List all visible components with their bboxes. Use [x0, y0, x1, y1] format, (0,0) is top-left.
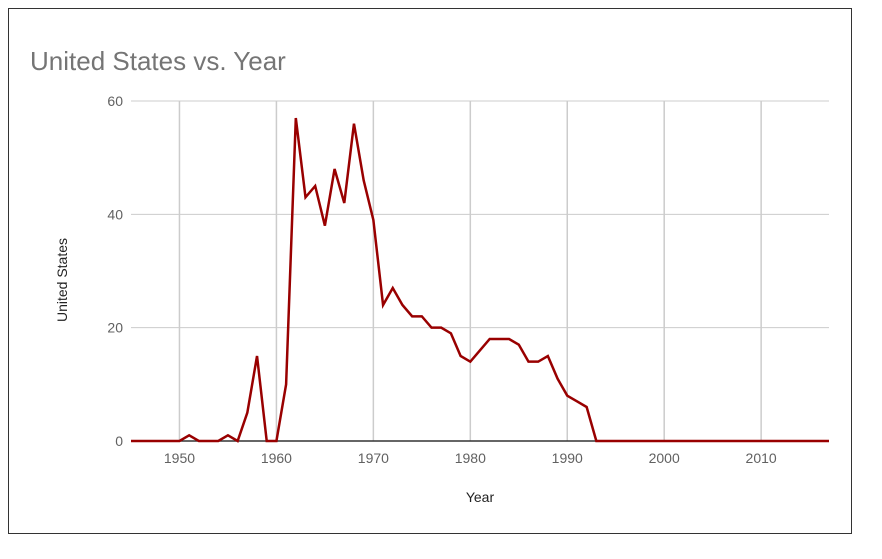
x-axis-title: Year: [466, 489, 495, 505]
gridlines: [131, 100, 829, 442]
x-tick-label: 2000: [649, 450, 680, 466]
y-tick-label: 40: [107, 206, 123, 222]
x-tick-label: 1950: [164, 450, 195, 466]
x-tick-label: 1980: [455, 450, 486, 466]
y-tick-label: 20: [107, 320, 123, 336]
y-tick-label: 0: [115, 433, 123, 449]
x-tick-label: 1970: [358, 450, 389, 466]
x-tick-label: 2010: [746, 450, 777, 466]
y-tick-label: 60: [107, 93, 123, 109]
chart-frame: [8, 8, 852, 534]
series-line-0: [131, 117, 829, 443]
y-axis-title: United States: [54, 238, 70, 322]
x-tick-label: 1960: [261, 450, 292, 466]
x-tick-label: 1990: [552, 450, 583, 466]
series-lines: [131, 117, 829, 443]
chart-title: United States vs. Year: [30, 46, 286, 76]
tick-labels: 1950 1960 1970 1980 1990 2000 2010 0 20 40 60: [107, 93, 776, 466]
